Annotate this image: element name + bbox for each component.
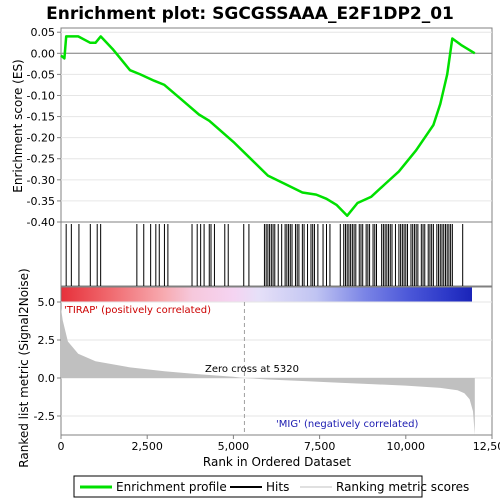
- es-y-axis-label: Enrichment score (ES): [11, 59, 25, 192]
- es-y-ticks: 0.05 0.00 -0.05 -0.10 -0.15 -0.20 -0.25 -0.30 -0…: [27, 26, 61, 229]
- ranking-metric-area: [61, 308, 475, 435]
- es-y-tick-label: -0.40: [27, 216, 55, 229]
- enrichment-score-panel: 0.05 0.00 -0.05 -0.10 -0.15 -0.20 -0.25 -0.30 -0…: [11, 26, 493, 229]
- es-y-tick-label: -0.20: [27, 132, 55, 145]
- legend-metric-label: Ranking metric scores: [336, 480, 469, 494]
- metric-y-axis-label: Ranked list metric (Signal2Noise): [17, 268, 31, 467]
- legend-enrichment-label: Enrichment profile: [116, 480, 227, 494]
- hits-panel: [60, 221, 493, 287]
- x-tick-label: 12,500: [473, 440, 500, 453]
- ranking-color-bar: [61, 287, 472, 302]
- metric-y-tick-label: 0.0: [38, 372, 56, 385]
- positive-correlation-label: 'TIRAP' (positively correlated): [64, 305, 211, 316]
- enrichment-profile-line: [60, 35, 476, 217]
- es-y-tick-label: -0.30: [27, 174, 55, 187]
- x-tick-label: 0: [58, 440, 65, 453]
- x-tick-label: 7,500: [304, 440, 336, 453]
- x-axis-label: Rank in Ordered Dataset: [203, 455, 351, 469]
- es-y-tick-label: -0.35: [27, 195, 55, 208]
- metric-y-tick-label: 5.0: [38, 296, 56, 309]
- chart-title: Enrichment plot: SGCGSSAAA_E2F1DP2_01: [46, 4, 454, 24]
- es-y-tick-label: -0.15: [27, 111, 55, 124]
- x-tick-label: 10,000: [387, 440, 426, 453]
- zero-cross-label: Zero cross at 5320: [205, 364, 299, 375]
- es-y-tick-label: 0.00: [31, 47, 56, 60]
- metric-x-ticks: 0 2,500 5,000 7,500 10,000 12,500: [58, 435, 500, 453]
- metric-y-tick-label: -2.5: [34, 410, 55, 423]
- x-tick-label: 5,000: [218, 440, 250, 453]
- es-plot-frame: [60, 27, 493, 223]
- es-y-tick-label: -0.05: [27, 68, 55, 81]
- hit-lines: [65, 224, 464, 286]
- es-y-tick-label: 0.05: [31, 26, 56, 39]
- legend-hits-label: Hits: [266, 480, 289, 494]
- legend: Enrichment profile Hits Ranking metric s…: [73, 475, 469, 498]
- es-y-tick-label: -0.25: [27, 153, 55, 166]
- metric-y-ticks: 5.0 2.5 0.0 -2.5: [34, 296, 61, 423]
- metric-y-tick-label: 2.5: [38, 334, 56, 347]
- x-tick-label: 2,500: [131, 440, 163, 453]
- negative-correlation-label: 'MIG' (negatively correlated): [276, 419, 418, 430]
- es-y-tick-label: -0.10: [27, 89, 55, 102]
- ranked-metric-panel: 5.0 2.5 0.0 -2.5 0 2,500 5,000 7,500 10,000 12,5…: [17, 268, 500, 469]
- hits-frame: [60, 221, 493, 287]
